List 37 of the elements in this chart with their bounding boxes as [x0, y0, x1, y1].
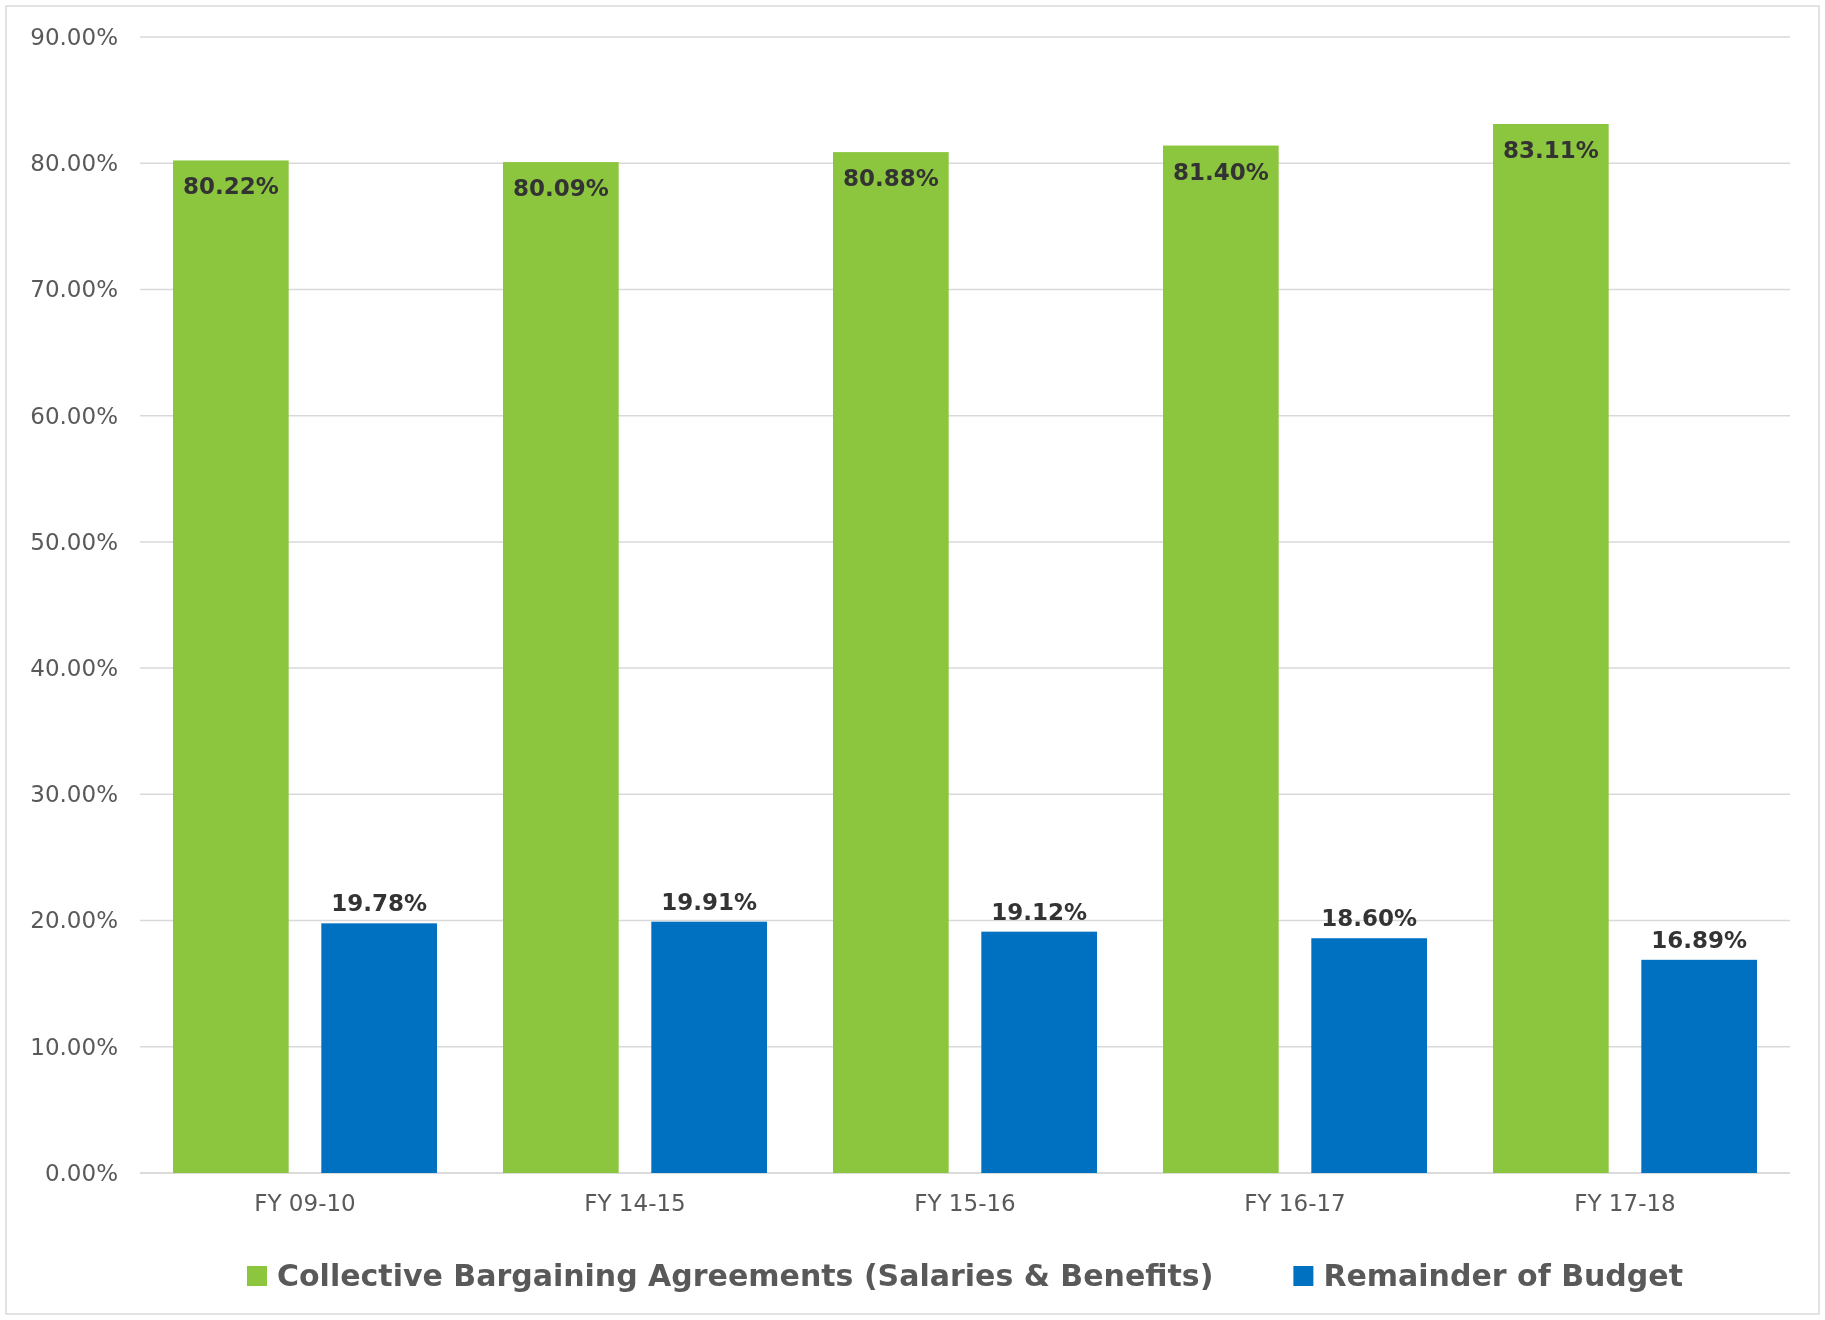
data-label: 19.78%	[331, 890, 428, 917]
y-tick-label: 40.00%	[30, 654, 118, 681]
y-tick-label: 10.00%	[30, 1033, 118, 1060]
x-tick-label: FY 14-15	[584, 1190, 686, 1217]
data-label: 19.91%	[661, 888, 758, 915]
y-tick-label: 50.00%	[30, 528, 118, 555]
y-tick-label: 70.00%	[30, 276, 118, 303]
y-tick-label: 20.00%	[30, 907, 118, 934]
legend-label: Collective Bargaining Agreements (Salaries & Benefits)	[276, 1258, 1214, 1293]
data-label: 19.12%	[991, 898, 1088, 925]
y-tick-label: 0.00%	[44, 1159, 118, 1186]
x-tick-label: FY 15-16	[914, 1190, 1016, 1217]
bar	[651, 921, 767, 1173]
bar	[1493, 123, 1609, 1173]
data-label: 16.89%	[1651, 926, 1748, 953]
bar	[1311, 938, 1427, 1173]
y-tick-label: 90.00%	[30, 23, 118, 50]
legend-label: Remainder of Budget	[1323, 1258, 1684, 1293]
bar	[173, 160, 289, 1173]
bar	[321, 923, 437, 1173]
x-tick-label: FY 09-10	[254, 1190, 356, 1217]
bar	[833, 152, 949, 1174]
bar	[503, 162, 619, 1173]
y-tick-label: 30.00%	[30, 781, 118, 808]
y-tick-label: 60.00%	[30, 402, 118, 429]
bar	[1641, 959, 1757, 1173]
data-label: 80.22%	[182, 173, 279, 200]
data-label: 18.60%	[1321, 905, 1418, 932]
data-label: 80.09%	[512, 175, 609, 202]
x-tick-label: FY 17-18	[1574, 1190, 1676, 1217]
data-label: 80.88%	[842, 165, 939, 192]
bar	[981, 931, 1097, 1173]
bar	[1163, 145, 1279, 1173]
data-label: 83.11%	[1502, 136, 1599, 163]
x-tick-label: FY 16-17	[1244, 1190, 1346, 1217]
data-label: 81.40%	[1172, 158, 1269, 185]
y-tick-label: 80.00%	[30, 150, 118, 177]
